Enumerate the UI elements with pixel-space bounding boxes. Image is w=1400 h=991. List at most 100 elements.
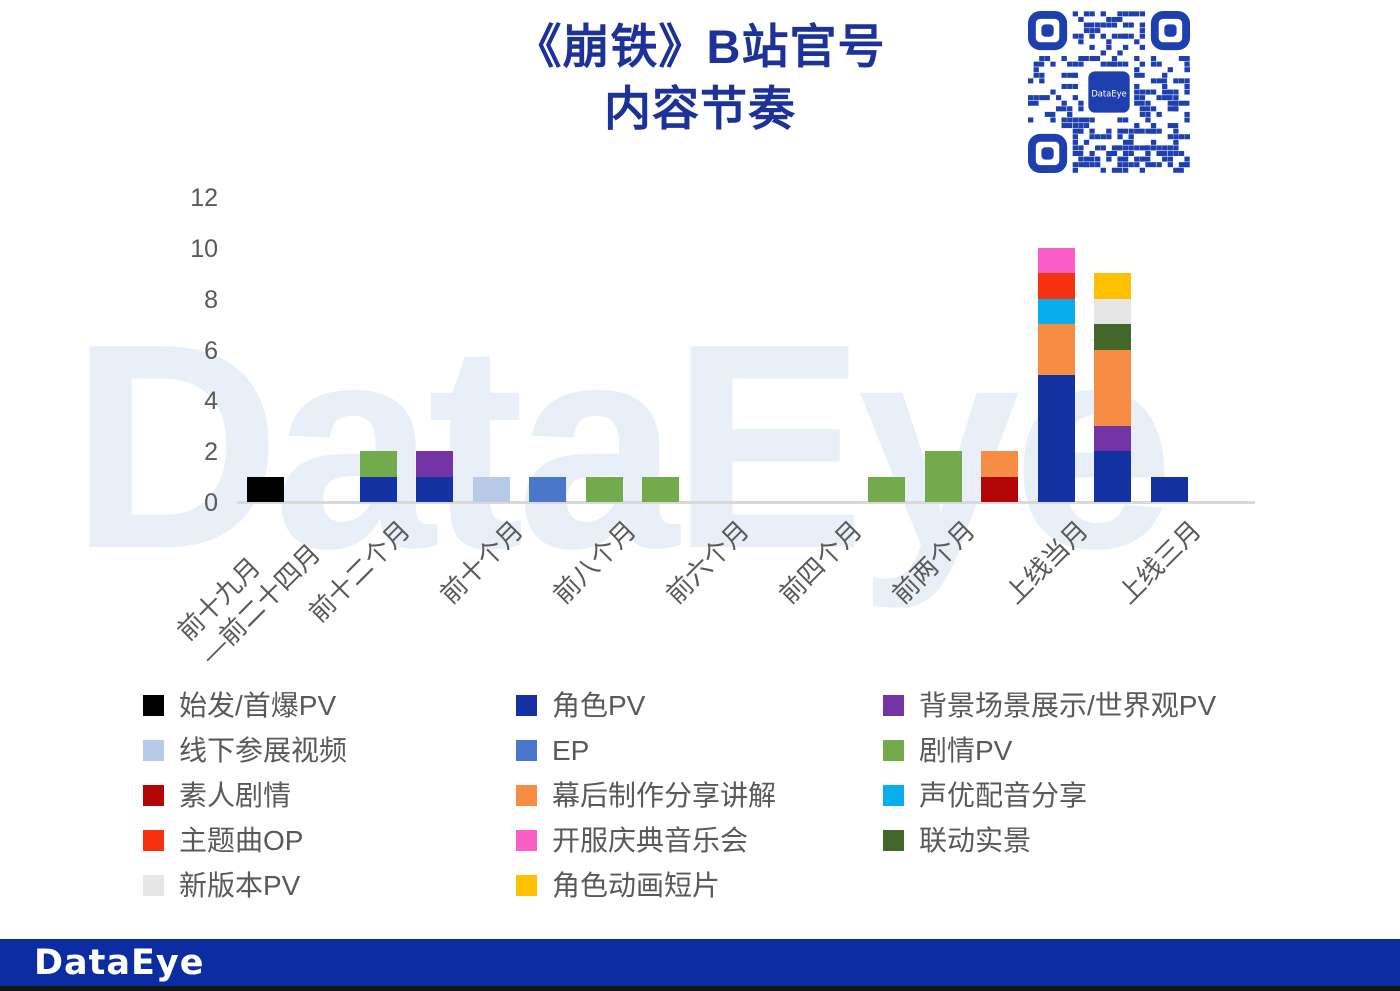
legend-item: 开服庆典音乐会 bbox=[516, 825, 776, 870]
legend-swatch-icon bbox=[883, 830, 904, 851]
legend-item: 新版本PV bbox=[143, 870, 347, 915]
legend-column: 角色PV EP 幕后制作分享讲解 开服庆典音乐会 角色动画短片 bbox=[516, 690, 776, 915]
qr-center-logo bbox=[1088, 71, 1130, 113]
y-axis-tick-label: 10 bbox=[190, 235, 218, 263]
legend-item: 始发/首爆PV bbox=[143, 690, 347, 735]
legend-label: 始发/首爆PV bbox=[179, 690, 337, 721]
x-axis-label: 上线当月 bbox=[999, 514, 1094, 610]
page-title-line1: 《崩铁》B站官号 bbox=[514, 20, 886, 73]
bar-segment bbox=[1094, 298, 1131, 325]
x-axis-label: 上线三月 bbox=[1112, 514, 1207, 610]
bar-segment bbox=[359, 476, 397, 502]
legend-swatch-icon bbox=[516, 740, 537, 761]
legend-item: 角色动画短片 bbox=[516, 870, 776, 915]
legend-item: 背景场景展示/世界观PV bbox=[883, 690, 1216, 735]
bar-segment bbox=[416, 451, 453, 477]
legend-label: 剧情PV bbox=[919, 735, 1013, 766]
bar-segment bbox=[1094, 324, 1131, 350]
x-axis-label: 前六个月 bbox=[660, 514, 755, 610]
x-axis-label: 前十九月 —前二十四月 bbox=[171, 537, 326, 670]
y-axis-tick-label: 6 bbox=[204, 336, 218, 365]
bar-segment bbox=[981, 476, 1018, 502]
qr-code: DataEye bbox=[1027, 8, 1196, 176]
y-axis-tick-label: 0 bbox=[204, 489, 218, 517]
bar-segment bbox=[1037, 273, 1075, 299]
legend-label: EP bbox=[552, 735, 590, 766]
bar-segment bbox=[585, 476, 623, 502]
legend-label: 开服庆典音乐会 bbox=[552, 825, 749, 856]
x-axis-label: 前两个月 bbox=[886, 514, 981, 610]
bar-segment bbox=[981, 451, 1018, 477]
legend-item: 剧情PV bbox=[883, 735, 1216, 780]
bar-segment bbox=[359, 451, 397, 477]
bar-segment bbox=[1094, 273, 1131, 299]
y-axis-tick-label: 2 bbox=[204, 438, 218, 467]
legend-label: 角色PV bbox=[552, 690, 646, 721]
bar-segment bbox=[642, 476, 679, 502]
legend-label: 线下参展视频 bbox=[179, 735, 348, 766]
x-axis-label: 前十二个月 bbox=[302, 514, 416, 628]
bar-segment bbox=[1037, 324, 1075, 375]
x-axis-line bbox=[237, 501, 1255, 504]
bar-segment bbox=[1037, 375, 1075, 502]
bar-segment bbox=[472, 476, 510, 502]
legend-item: 声优配音分享 bbox=[883, 780, 1216, 825]
legend-item: 主题曲OP bbox=[143, 825, 347, 870]
y-axis-tick-label: 8 bbox=[204, 285, 218, 314]
legend-item: 幕后制作分享讲解 bbox=[516, 780, 776, 825]
bar-segment bbox=[416, 476, 453, 502]
legend-item: 线下参展视频 bbox=[143, 735, 347, 780]
page-title: 《崩铁》B站官号 内容节奏 bbox=[0, 16, 1400, 140]
legend-item: EP bbox=[516, 735, 776, 780]
legend-swatch-icon bbox=[883, 740, 904, 761]
legend-item: 素人剧情 bbox=[143, 780, 347, 825]
legend-label: 背景场景展示/世界观PV bbox=[919, 690, 1217, 721]
legend-swatch-icon bbox=[516, 875, 537, 896]
bar-segment bbox=[1094, 349, 1131, 426]
x-axis-label: 前十个月 bbox=[434, 514, 529, 610]
bar-segment bbox=[1037, 248, 1075, 274]
legend-swatch-icon bbox=[143, 830, 164, 851]
footer-edge-strip bbox=[0, 986, 1400, 991]
legend-swatch-icon bbox=[143, 740, 164, 761]
legend-swatch-icon bbox=[143, 875, 164, 896]
legend-swatch-icon bbox=[516, 830, 537, 851]
bar-segment bbox=[924, 451, 962, 502]
legend-label: 声优配音分享 bbox=[919, 780, 1088, 811]
qr-code-image: DataEye bbox=[1027, 10, 1196, 174]
bar-segment bbox=[1094, 425, 1131, 452]
x-axis-label: 前四个月 bbox=[773, 514, 868, 610]
page-title-line2: 内容节奏 bbox=[604, 82, 796, 136]
legend-label: 主题曲OP bbox=[179, 825, 304, 856]
y-axis-tick-label: 4 bbox=[204, 387, 218, 416]
legend-label: 联动实景 bbox=[919, 825, 1032, 856]
legend-swatch-icon bbox=[883, 785, 904, 806]
footer-bar: DataEye bbox=[0, 939, 1400, 986]
legend-swatch-icon bbox=[143, 695, 164, 716]
legend-label: 素人剧情 bbox=[179, 780, 292, 811]
bar-segment bbox=[529, 476, 566, 502]
legend-column: 背景场景展示/世界观PV 剧情PV 声优配音分享 联动实景 bbox=[883, 690, 1216, 870]
qr-center-label: DataEye bbox=[1091, 89, 1126, 99]
y-axis-tick-label: 12 bbox=[190, 184, 218, 213]
watermark: DataEye bbox=[70, 283, 1174, 609]
legend-label: 新版本PV bbox=[179, 870, 301, 901]
x-axis-label: 前八个月 bbox=[547, 514, 642, 610]
legend-swatch-icon bbox=[883, 695, 904, 716]
bar-segment bbox=[868, 476, 905, 502]
bar-segment bbox=[246, 476, 284, 502]
legend-label: 幕后制作分享讲解 bbox=[552, 780, 777, 811]
brand-logo: DataEye bbox=[34, 942, 205, 983]
bar-segment bbox=[1037, 298, 1075, 325]
bar-segment bbox=[1094, 451, 1131, 502]
bar-segment bbox=[1150, 476, 1188, 502]
legend-swatch-icon bbox=[516, 785, 537, 806]
legend-swatch-icon bbox=[516, 695, 537, 716]
legend-column: 始发/首爆PV 线下参展视频 素人剧情主题曲OP 新版本PV bbox=[143, 690, 347, 915]
legend-item: 联动实景 bbox=[883, 825, 1216, 870]
legend-item: 角色PV bbox=[516, 690, 776, 735]
legend-swatch-icon bbox=[143, 785, 164, 806]
legend-label: 角色动画短片 bbox=[552, 870, 721, 901]
